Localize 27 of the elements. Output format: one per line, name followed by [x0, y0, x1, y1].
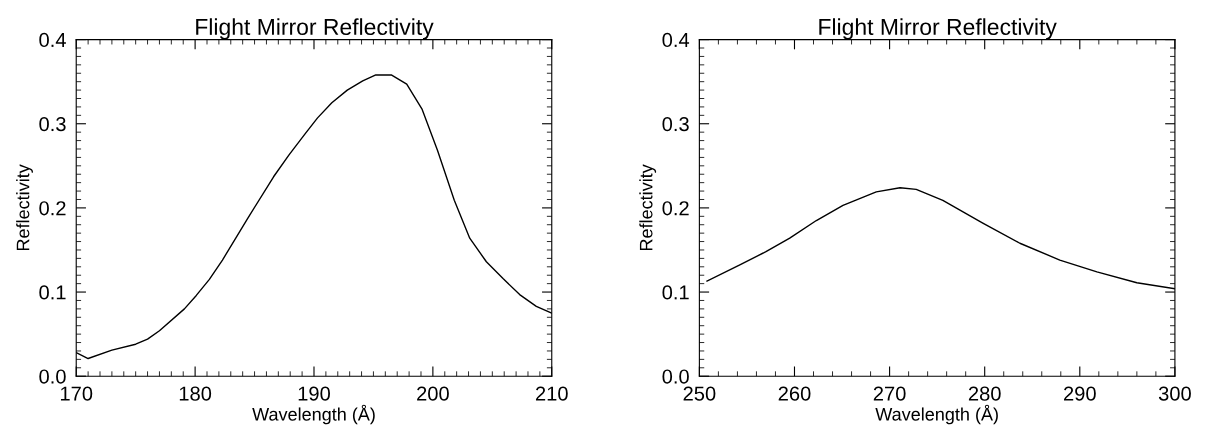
y-axis-title: Reflectivity [639, 164, 657, 251]
y-tick-label: 0.2 [39, 201, 66, 216]
x-tick-label: 270 [873, 386, 906, 401]
x-tick-label: 170 [60, 386, 93, 401]
x-axis-title: Wavelength (Å) [875, 404, 998, 425]
x-axis-title: Wavelength (Å) [252, 404, 375, 425]
x-tick-label: 280 [968, 386, 1001, 401]
x-tick-label: 210 [535, 386, 568, 401]
x-tick-label: 250 [683, 386, 716, 401]
y-tick-label: 0.0 [662, 369, 689, 384]
x-tick-label: 290 [1064, 386, 1096, 401]
y-tick-label: 0.3 [39, 116, 66, 132]
x-tick-label: 190 [298, 386, 331, 401]
y-tick-label: 0.4 [39, 32, 66, 48]
y-tick-label: 0.0 [39, 369, 66, 384]
y-tick-label: 0.2 [662, 201, 689, 216]
chart-title: Flight Mirror Reflectivity [819, 18, 1057, 40]
y-tick-label: 0.4 [662, 32, 690, 48]
x-tick-label: 300 [1158, 386, 1191, 401]
x-tick-label: 260 [778, 386, 811, 401]
chart-title: Flight Mirror Reflectivity [196, 18, 434, 40]
y-axis-title: Reflectivity [16, 164, 33, 251]
x-tick-label: 180 [179, 386, 212, 401]
y-tick-label: 0.1 [662, 285, 689, 300]
y-tick-label: 0.1 [39, 285, 66, 300]
x-tick-label: 200 [417, 386, 449, 401]
y-tick-label: 0.3 [662, 116, 689, 132]
